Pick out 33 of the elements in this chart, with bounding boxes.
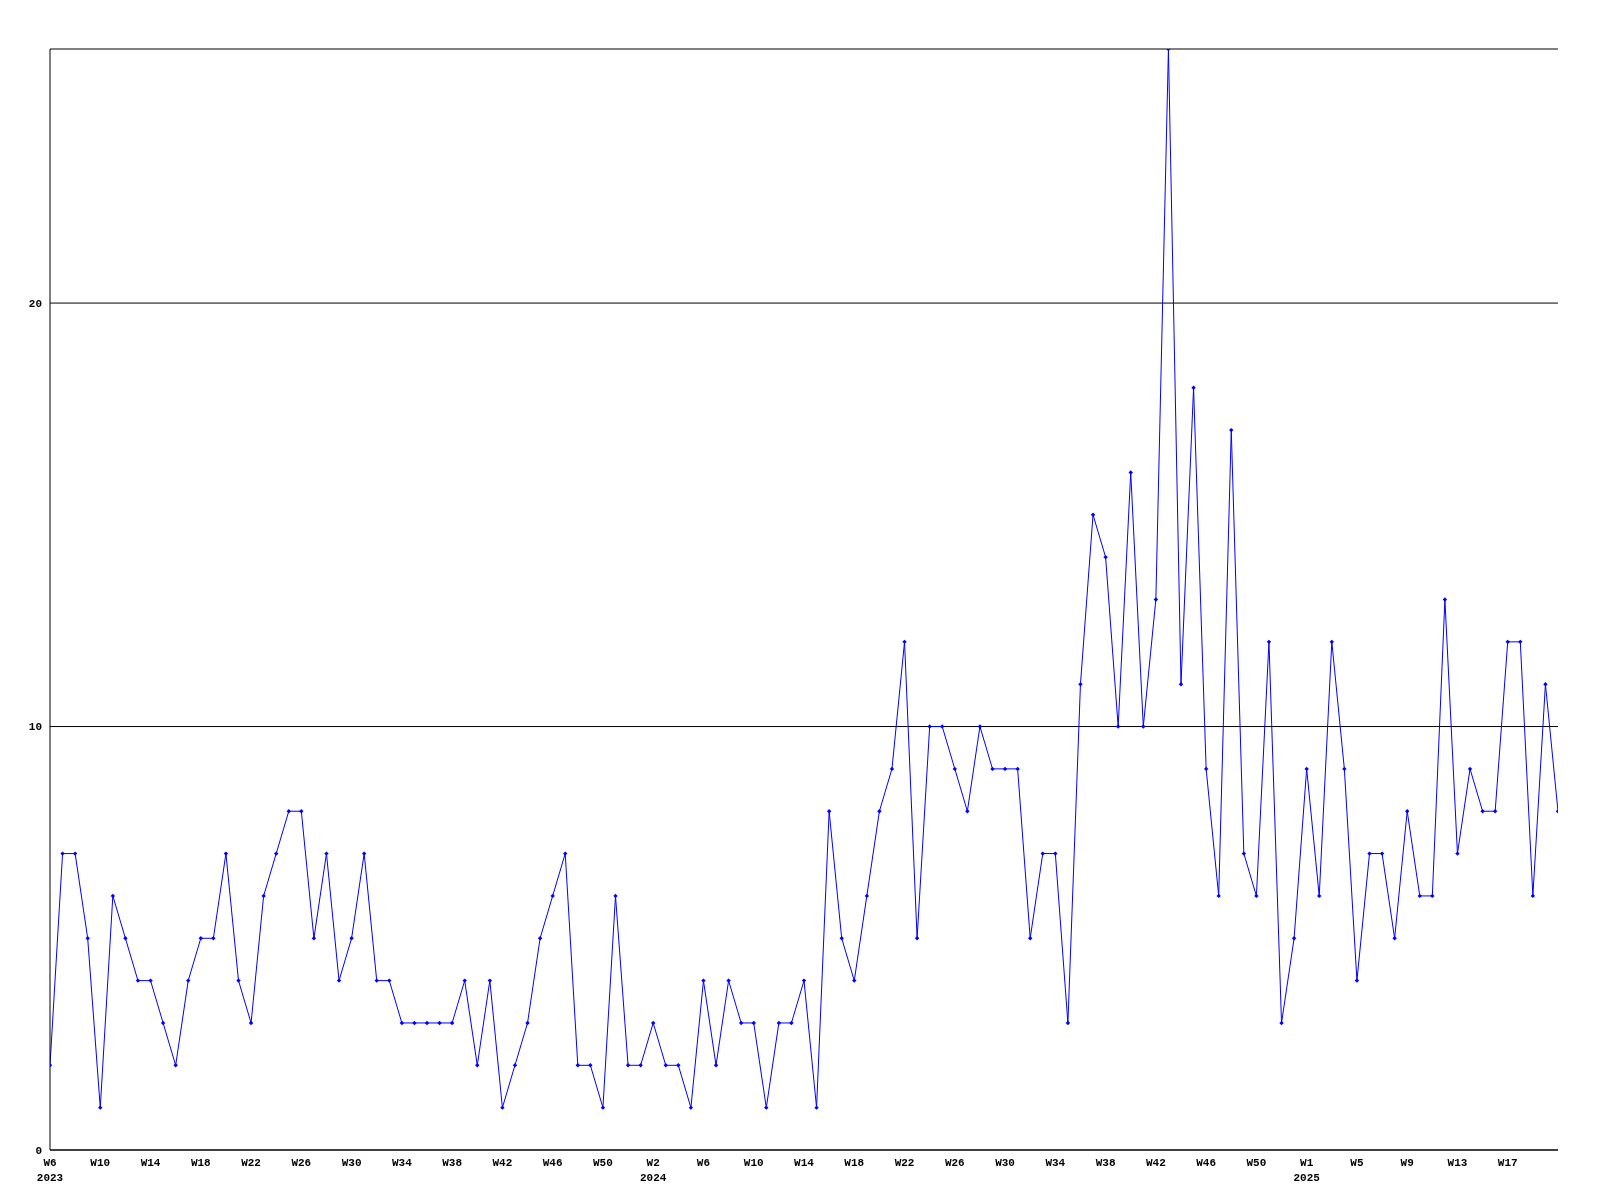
x-tick-label: W30 xyxy=(341,1157,362,1169)
x-tick-label: W14 xyxy=(794,1157,815,1169)
x-tick-label: W34 xyxy=(1045,1157,1066,1169)
x-tick-label: W6 2023 xyxy=(36,1157,64,1184)
x-tick-label: W14 xyxy=(140,1157,161,1169)
x-tick-label: W18 xyxy=(844,1157,865,1169)
x-tick-label: W42 xyxy=(1145,1157,1166,1169)
x-tick-label: W26 xyxy=(944,1157,965,1169)
x-tick-label: W18 xyxy=(190,1157,212,1169)
x-tick-label: W38 xyxy=(442,1157,463,1169)
x-tick-label: W34 xyxy=(391,1157,413,1169)
y-tick-label: 0 xyxy=(35,1144,42,1157)
x-tick-label: W50 xyxy=(593,1157,613,1169)
x-tick-label: W22 xyxy=(894,1157,915,1169)
x-tick-label: W42 xyxy=(492,1157,513,1169)
x-tick-label: W17 xyxy=(1497,1157,1518,1169)
x-tick-label: W30 xyxy=(995,1157,1015,1169)
x-tick-label: W26 xyxy=(291,1157,312,1169)
x-tick-label: W50 xyxy=(1246,1157,1267,1169)
x-tick-label: W22 xyxy=(241,1157,261,1169)
y-tick-label: 20 xyxy=(28,297,42,310)
x-tick-label: W46 xyxy=(1196,1157,1217,1169)
x-tick-label: W10 xyxy=(90,1157,111,1169)
x-tick-label: W2 2024 xyxy=(640,1157,667,1184)
y-tick-label: 10 xyxy=(28,721,42,734)
x-tick-label: W10 xyxy=(743,1157,764,1169)
x-tick-label: W13 xyxy=(1447,1157,1468,1169)
x-tick-label: W38 xyxy=(1095,1157,1116,1169)
x-tick-label: W1 2025 xyxy=(1293,1157,1321,1184)
x-tick-label: W6 xyxy=(696,1157,711,1169)
x-tick-label: W5 xyxy=(1350,1157,1364,1169)
x-tick-label: W46 xyxy=(542,1157,563,1169)
x-tick-label: W9 xyxy=(1400,1157,1414,1169)
